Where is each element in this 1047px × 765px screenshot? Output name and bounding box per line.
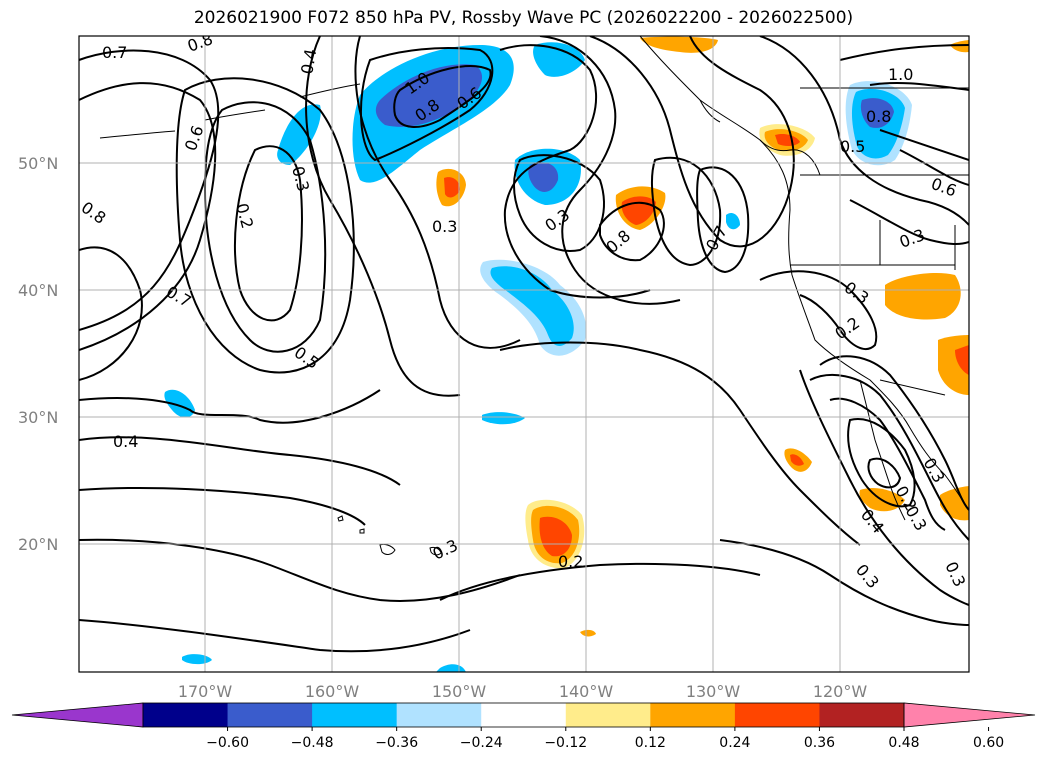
- colorbar-tick-label: 0.48: [888, 735, 919, 751]
- colorbar-tick-label: −0.36: [375, 735, 418, 751]
- colorbar-segment: [227, 703, 313, 727]
- latitude-axis: 50°N 40°N 30°N 20°N: [18, 154, 58, 554]
- coastlines: [99, 36, 969, 556]
- colorbar-segment: [734, 703, 820, 727]
- colorbar-outline: [142, 702, 905, 728]
- colorbar-tick-label: 0.24: [719, 735, 750, 751]
- colorbar: −0.60 −0.48 −0.36 −0.24 −0.12 0.12 0.24 0.36 0.4…: [11, 702, 1036, 751]
- colorbar-extend-high: [903, 702, 1036, 728]
- colorbar-tick-label: −0.60: [206, 735, 249, 751]
- map-title: 2026021900 F072 850 hPa PV, Rossby Wave …: [193, 8, 854, 28]
- contour-label: 0.5: [840, 137, 865, 156]
- longitude-label: 130°W: [686, 682, 741, 701]
- colorbar-segment: [565, 703, 651, 727]
- contour-label: 1.0: [888, 65, 913, 84]
- colorbar-segment: [481, 703, 567, 727]
- longitude-label: 140°W: [559, 682, 614, 701]
- contour-label: 0.4: [113, 432, 138, 451]
- colorbar-tick-label: 0.36: [804, 735, 835, 751]
- map-plot-area: 0.7 0.8 0.4 0.6 0.3 0.2 0.8 0.7 0.5 0.4 …: [79, 36, 969, 672]
- longitude-label: 150°W: [432, 682, 487, 701]
- contour-label: 0.2: [558, 552, 583, 571]
- colorbar-segment: [143, 703, 229, 727]
- longitude-label: 170°W: [178, 682, 233, 701]
- colorbar-tick-label: −0.24: [460, 735, 503, 751]
- colorbar-tick-label: −0.48: [291, 735, 334, 751]
- colorbar-tick-label: 0.12: [635, 735, 666, 751]
- colorbar-segment: [819, 703, 905, 727]
- map-frame: [78, 35, 970, 673]
- latitude-label: 30°N: [18, 408, 58, 427]
- pv-contours: [79, 36, 969, 653]
- longitude-axis: 170°W 160°W 150°W 140°W 130°W 120°W: [178, 682, 868, 701]
- longitude-label: 160°W: [305, 682, 360, 701]
- contour-label: 0.7: [102, 43, 127, 62]
- latitude-label: 50°N: [18, 154, 58, 173]
- latitude-label: 40°N: [18, 281, 58, 300]
- contour-label: 0.8: [866, 107, 891, 126]
- graticule: [79, 36, 969, 672]
- colorbar-tick-label: −0.12: [544, 735, 587, 751]
- latitude-label: 20°N: [18, 535, 58, 554]
- contour-label: 0.4: [297, 47, 320, 75]
- colorbar-tick-label: 0.60: [973, 735, 1004, 751]
- colorbar-extend-low: [11, 702, 144, 728]
- colorbar-segment: [312, 703, 398, 727]
- contour-label: 0.3: [432, 217, 457, 236]
- longitude-label: 120°W: [813, 682, 868, 701]
- colorbar-segment: [650, 703, 736, 727]
- colorbar-segment: [396, 703, 482, 727]
